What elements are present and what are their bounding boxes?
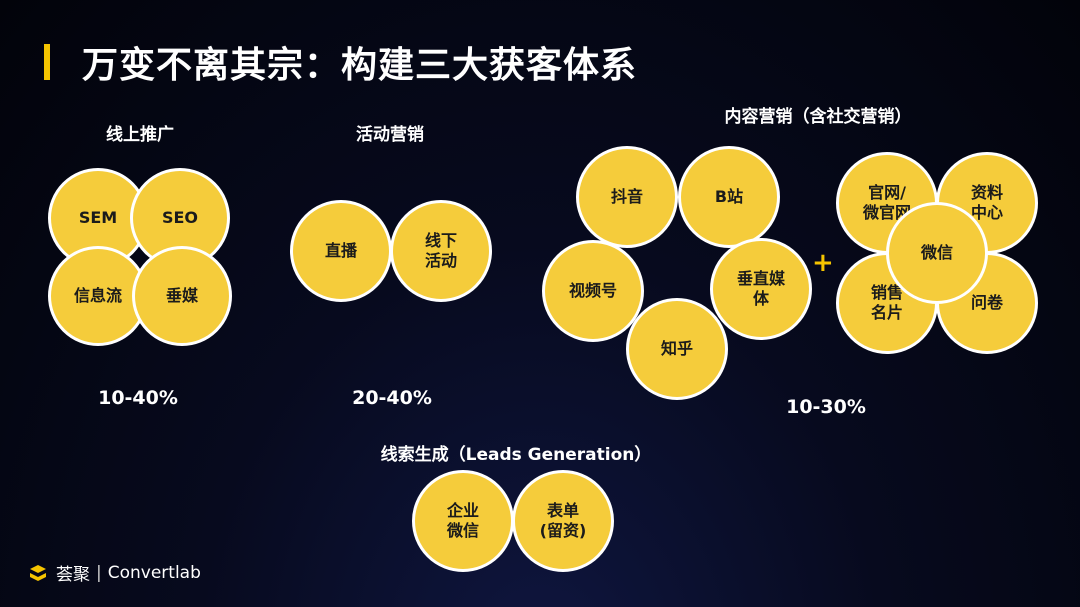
- circle-video-account: 视频号: [542, 240, 644, 342]
- leads-group-label: 线索生成（Leads Generation）: [380, 445, 652, 465]
- circle-form: 表单 (留资): [512, 470, 614, 572]
- content-group-label: 内容营销（含社交营销）: [724, 107, 912, 127]
- circle-vertical-media: 垂媒: [132, 246, 232, 346]
- circle-offline-event: 线下 活动: [390, 200, 492, 302]
- title-accent-bar: [44, 44, 50, 80]
- brand-mark-icon: [30, 564, 46, 581]
- content-percent: 10-30%: [786, 396, 866, 418]
- circle-wechat: 微信: [886, 202, 988, 304]
- circle-zhihu: 知乎: [626, 298, 728, 400]
- online-group-label: 线上推广: [106, 125, 174, 145]
- circle-bilibili: B站: [678, 146, 780, 248]
- circle-wecom: 企业 微信: [412, 470, 514, 572]
- circle-vertical-media-content: 垂直媒 体: [710, 238, 812, 340]
- page-title: 万变不离其宗：构建三大获客体系: [82, 45, 638, 86]
- circle-feed: 信息流: [48, 246, 148, 346]
- plus-sign: +: [812, 248, 834, 278]
- brand-logo: 荟聚 | Convertlab: [28, 560, 201, 585]
- circle-douyin: 抖音: [576, 146, 678, 248]
- event-group-label: 活动营销: [356, 125, 424, 145]
- online-percent: 10-40%: [98, 387, 178, 409]
- circle-live: 直播: [290, 200, 392, 302]
- brand-name-en: Convertlab: [107, 562, 201, 583]
- brand-name-cn: 荟聚: [56, 565, 90, 585]
- brand-separator: |: [96, 562, 102, 583]
- event-percent: 20-40%: [352, 387, 432, 409]
